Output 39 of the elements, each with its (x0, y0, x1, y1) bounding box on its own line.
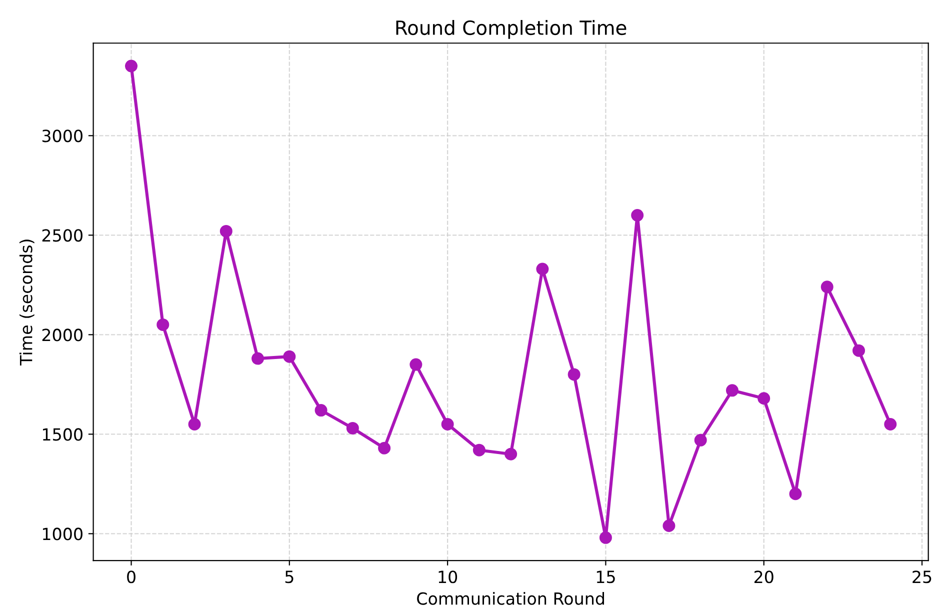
y-tick-label: 3000 (42, 130, 82, 142)
point (410, 358, 422, 371)
x-axis-title: Communication Round (417, 592, 604, 605)
point (441, 418, 454, 430)
x-tick-label: 25 (912, 570, 932, 584)
y-tick-label: 1500 (42, 428, 82, 441)
point (188, 418, 201, 430)
point (378, 442, 391, 454)
point (283, 350, 296, 363)
point (726, 384, 738, 397)
point (852, 344, 865, 357)
x-tick-label: 10 (438, 570, 458, 584)
x-tick-label: 0 (127, 570, 136, 584)
point (472, 444, 486, 456)
point (220, 224, 232, 238)
point (536, 262, 549, 276)
y-tick-label: 1000 (42, 528, 82, 540)
point (789, 488, 802, 500)
x-tick-label: 15 (596, 570, 615, 584)
point (599, 531, 612, 544)
point (631, 209, 644, 222)
point (346, 422, 359, 434)
chart-title: Round Completion Time (396, 20, 626, 39)
y-tick-label: 2500 (42, 229, 82, 242)
point (125, 60, 138, 72)
point (314, 404, 328, 417)
point (156, 318, 170, 331)
x-tick-label: 5 (285, 570, 294, 584)
point (694, 434, 707, 446)
y-tick-label: 2000 (42, 328, 82, 342)
point (252, 352, 264, 365)
y-axis-title: Time (seconds) (19, 240, 34, 366)
point (568, 368, 580, 381)
point (820, 280, 834, 294)
point (662, 519, 676, 532)
point (884, 418, 897, 430)
point (504, 448, 518, 460)
point (758, 392, 770, 405)
x-tick-label: 20 (754, 570, 774, 584)
